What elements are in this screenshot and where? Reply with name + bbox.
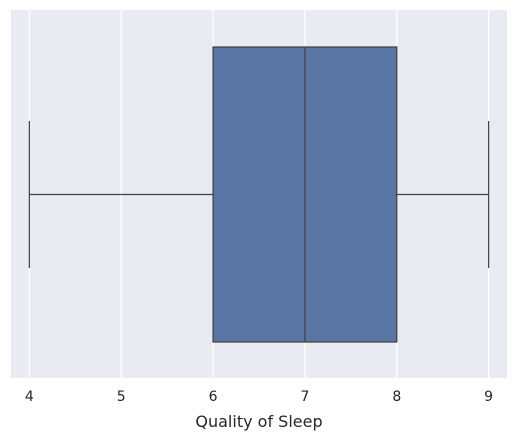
x-tick-label-1: 5	[117, 389, 126, 405]
x-tick-label-0: 4	[25, 389, 34, 405]
x-tick-label-3: 7	[300, 389, 309, 405]
x-axis-label: Quality of Sleep	[195, 412, 322, 431]
x-tick-label-2: 6	[209, 389, 218, 405]
x-tick-label-5: 9	[484, 389, 493, 405]
x-tick-label-4: 8	[392, 389, 401, 405]
